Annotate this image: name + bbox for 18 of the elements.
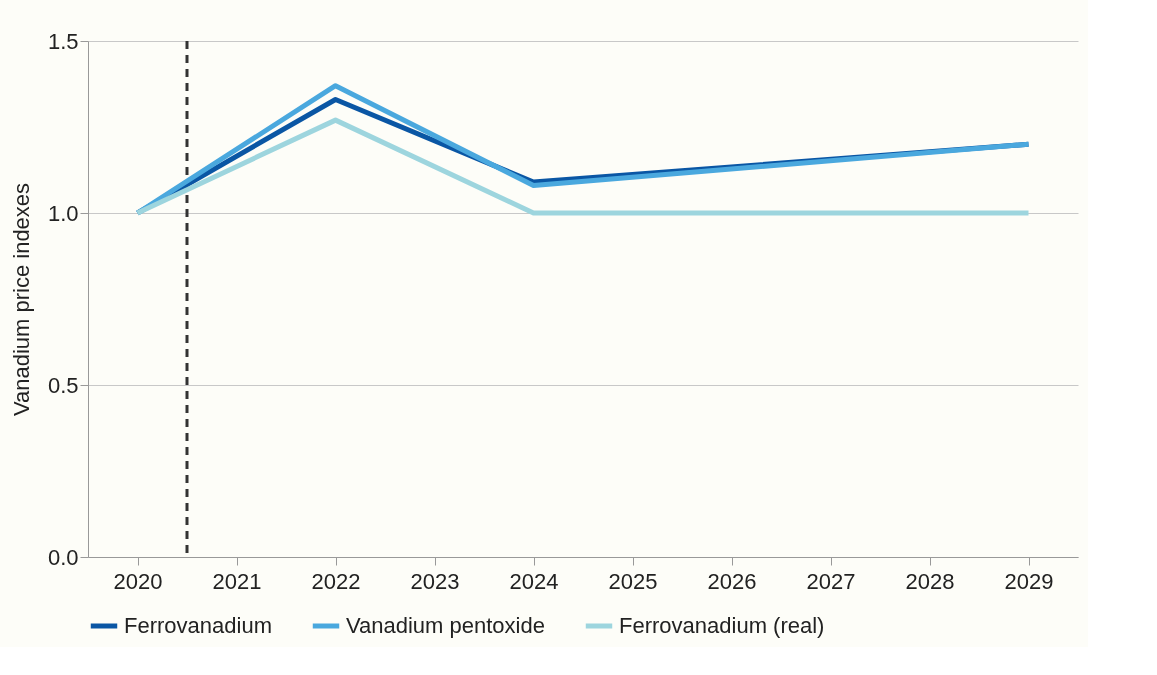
x-tick-label: 2024	[509, 568, 559, 594]
x-tick-label: 2025	[608, 568, 658, 594]
x-tick-label: 2020	[113, 568, 163, 594]
x-tick-label: 2029	[1004, 568, 1054, 594]
x-tick-label: 2023	[410, 568, 460, 594]
x-tick-label: 2027	[806, 568, 856, 594]
x-tick-label: 2028	[905, 568, 955, 594]
x-tick-label: 2026	[707, 568, 757, 594]
x-tick-label: 2021	[212, 568, 262, 594]
y-tick-label: 0.5	[47, 372, 79, 398]
y-tick-label: 0.0	[47, 544, 79, 570]
y-tick-label: 1.0	[47, 200, 79, 226]
legend-label: Ferrovanadium (real)	[619, 613, 825, 638]
x-tick-label: 2022	[311, 568, 361, 594]
y-axis-title: Vanadium price indexes	[8, 182, 34, 417]
legend-label: Ferrovanadium	[124, 613, 272, 638]
y-tick-label: 1.5	[47, 28, 79, 54]
legend-label: Vanadium pentoxide	[346, 613, 545, 638]
